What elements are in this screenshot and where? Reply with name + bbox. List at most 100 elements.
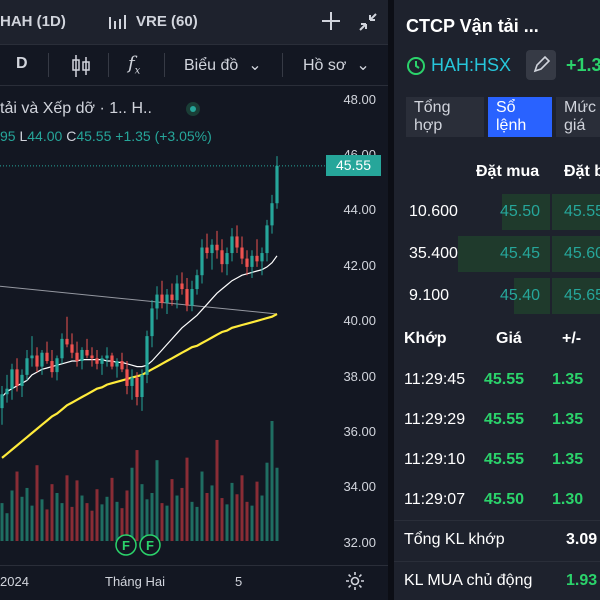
volume-bar — [165, 505, 169, 541]
ask-volume-bar — [552, 194, 600, 230]
candles-icon[interactable] — [70, 53, 92, 84]
candle-body — [210, 244, 214, 254]
volume-bar — [230, 482, 234, 541]
series-legend: tải và Xếp dỡ · 1.. H.. — [0, 100, 201, 118]
candle-body — [195, 275, 199, 290]
toolbar-divider — [48, 53, 49, 77]
candle-body — [110, 355, 114, 367]
candle-body — [85, 349, 89, 356]
candle-body — [15, 369, 19, 386]
market-clock-icon — [406, 56, 426, 81]
edit-pencil-icon[interactable] — [526, 50, 556, 80]
tab-summary[interactable]: Tổng hợp — [406, 97, 484, 137]
compare-icon[interactable] — [108, 14, 128, 35]
close-value: 45.55 — [76, 128, 112, 144]
volume-bar — [100, 504, 104, 541]
time-label: Tháng Hai — [105, 574, 165, 589]
ask-price[interactable]: 45.65 — [564, 287, 600, 304]
candle-body — [55, 358, 59, 373]
volume-bar — [235, 494, 239, 541]
candle-body — [160, 294, 164, 303]
pane-divider[interactable] — [388, 0, 394, 600]
tab-price-levels[interactable]: Mức giá — [556, 97, 600, 137]
bid-volume-bar — [502, 194, 550, 230]
chart-menu-button[interactable]: Biểu đồ ⌄ — [184, 55, 262, 75]
bid-price[interactable]: 45.40 — [500, 287, 541, 304]
interval-button[interactable]: D — [16, 55, 28, 72]
price-axis[interactable]: 48.00 46.00 44.00 42.00 40.00 38.00 36.0… — [325, 85, 388, 565]
bid-price[interactable]: 45.45 — [500, 245, 541, 262]
low-value: 44.00 — [27, 128, 63, 144]
ask-price[interactable]: 45.55 — [564, 203, 600, 220]
volume-bar — [95, 489, 99, 541]
price-label: 40.00 — [343, 313, 376, 328]
candle-body — [40, 352, 44, 367]
ask-price[interactable]: 45.60 — [564, 245, 600, 262]
volume-bar — [260, 495, 264, 541]
candle-body — [25, 358, 29, 375]
add-icon[interactable] — [320, 10, 342, 37]
volume-bar — [190, 501, 194, 541]
trade-change: 1.30 — [552, 491, 584, 508]
volume-bar — [255, 481, 259, 541]
summary-label: Tổng KL khớp — [404, 531, 505, 548]
volume-bar — [125, 490, 129, 541]
open-value: 95 — [0, 128, 16, 144]
trade-price: 45.55 — [484, 451, 525, 468]
chart-pane[interactable]: HAH (1D) VRE (60) D fx Biểu đồ ⌄ Hồ sơ ⌄ t… — [0, 0, 388, 600]
candle-body — [95, 358, 99, 364]
ticker-symbol[interactable]: HAH:HSX — [431, 55, 512, 75]
trade-time: 11:29:07 — [404, 491, 466, 508]
settings-gear-icon[interactable] — [345, 571, 365, 596]
trade-change: 1.35 — [552, 451, 584, 468]
trade-row: 11:29:45 45.55 1.35 — [394, 360, 600, 400]
dividend-marker-label: F — [122, 538, 130, 553]
candle-body — [205, 247, 209, 254]
tab-symbol[interactable]: HAH (1D) — [0, 13, 66, 30]
volume-bar — [270, 421, 274, 541]
orderbook-header: Đặt mua Đặt b — [394, 155, 600, 187]
chart-tabbar: HAH (1D) VRE (60) — [0, 0, 388, 45]
dividend-marker[interactable]: F — [115, 534, 137, 556]
candle-body — [145, 336, 149, 375]
candle-body — [65, 338, 69, 345]
dividend-marker[interactable]: F — [139, 534, 161, 556]
trade-price: 45.55 — [484, 371, 525, 388]
indicators-button[interactable]: fx — [128, 53, 140, 77]
volume-bar — [90, 510, 94, 541]
time-axis[interactable]: 2024 Tháng Hai 5 — [0, 565, 388, 600]
orderbook-row: 10.600 45.50 45.55 — [394, 192, 600, 232]
candle-body — [190, 289, 194, 306]
volume-bar — [35, 465, 39, 541]
trade-time: 11:29:10 — [404, 451, 466, 468]
tab-compare[interactable]: VRE (60) — [136, 13, 198, 30]
toolbar-divider — [108, 53, 109, 77]
dividend-marker-circle — [139, 534, 161, 556]
volume-bar — [0, 503, 4, 541]
volume-bar — [50, 484, 54, 541]
candle-body — [105, 355, 109, 359]
ask-volume-bar — [552, 236, 600, 272]
trade-row: 11:29:29 45.55 1.35 — [394, 400, 600, 440]
profile-menu-button[interactable]: Hồ sơ ⌄ — [303, 55, 370, 75]
candle-body — [125, 369, 129, 386]
candle-body — [135, 377, 139, 398]
collapse-icon[interactable] — [357, 11, 379, 38]
trade-row: 11:29:10 45.55 1.35 — [394, 440, 600, 480]
volume-bar — [25, 487, 29, 541]
volume-bar — [250, 505, 254, 541]
volume-bar — [220, 498, 224, 541]
volume-bar — [80, 495, 84, 541]
dividend-marker-circle — [115, 534, 137, 556]
candle-body — [75, 352, 79, 362]
tab-orderbook[interactable]: Sổ lệnh — [488, 97, 552, 137]
volume-bar — [170, 479, 174, 541]
chevron-down-icon: ⌄ — [356, 57, 370, 74]
volume-bar — [120, 508, 124, 541]
bid-volume: 35.400 — [409, 245, 458, 262]
volume-bar — [140, 484, 144, 541]
candle-body — [5, 388, 9, 395]
bid-price[interactable]: 45.50 — [500, 203, 541, 220]
profile-menu-label: Hồ sơ — [303, 57, 347, 74]
